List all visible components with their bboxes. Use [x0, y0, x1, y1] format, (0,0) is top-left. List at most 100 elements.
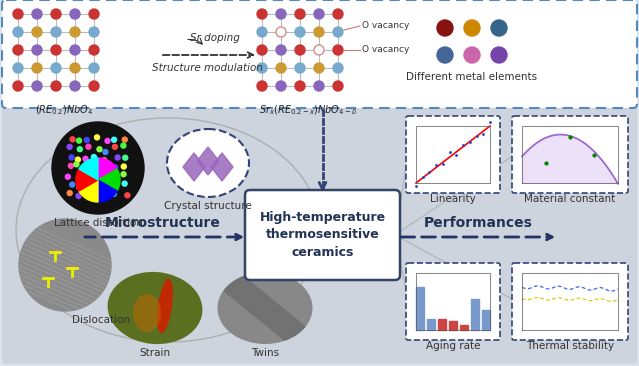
Circle shape	[32, 45, 42, 55]
Circle shape	[89, 63, 99, 73]
Text: Dislocation: Dislocation	[72, 315, 130, 325]
Circle shape	[314, 63, 324, 73]
Text: O vacancy: O vacancy	[362, 22, 410, 30]
Circle shape	[257, 27, 267, 37]
Circle shape	[74, 162, 79, 167]
Circle shape	[51, 81, 61, 91]
Circle shape	[70, 45, 80, 55]
Circle shape	[13, 27, 23, 37]
Bar	[460, 325, 468, 330]
Polygon shape	[211, 153, 233, 181]
Text: Twins: Twins	[251, 348, 279, 358]
Circle shape	[112, 165, 118, 170]
Text: Microstructure: Microstructure	[105, 216, 221, 230]
Circle shape	[76, 175, 81, 180]
Circle shape	[257, 9, 267, 19]
Text: O vacancy: O vacancy	[362, 45, 410, 55]
Circle shape	[491, 20, 507, 36]
Circle shape	[276, 45, 286, 55]
Circle shape	[464, 47, 480, 63]
Circle shape	[257, 45, 267, 55]
Text: Sr doping: Sr doping	[190, 33, 240, 43]
Circle shape	[68, 163, 73, 168]
Polygon shape	[197, 147, 219, 175]
FancyBboxPatch shape	[512, 116, 628, 193]
Circle shape	[491, 47, 507, 63]
Circle shape	[51, 45, 61, 55]
Wedge shape	[98, 158, 117, 180]
Polygon shape	[183, 153, 205, 181]
Circle shape	[32, 81, 42, 91]
Circle shape	[89, 81, 99, 91]
Circle shape	[104, 180, 108, 185]
Circle shape	[95, 193, 100, 198]
Circle shape	[89, 45, 99, 55]
Circle shape	[13, 9, 23, 19]
Text: Crystal structure: Crystal structure	[164, 201, 252, 211]
Circle shape	[75, 157, 81, 162]
Ellipse shape	[217, 272, 312, 344]
Circle shape	[19, 219, 111, 311]
Ellipse shape	[107, 272, 203, 344]
Text: High-temperature
thermosensitive
ceramics: High-temperature thermosensitive ceramic…	[259, 210, 385, 259]
Circle shape	[51, 27, 61, 37]
Circle shape	[91, 154, 96, 160]
Circle shape	[76, 194, 81, 198]
Text: Structure modulation: Structure modulation	[151, 63, 263, 73]
Circle shape	[112, 144, 118, 149]
Circle shape	[437, 47, 453, 63]
Circle shape	[103, 150, 108, 154]
Circle shape	[295, 45, 305, 55]
Circle shape	[13, 45, 23, 55]
Circle shape	[95, 135, 100, 140]
Circle shape	[333, 9, 343, 19]
Text: Aging rate: Aging rate	[426, 341, 481, 351]
Circle shape	[83, 156, 88, 161]
Circle shape	[333, 45, 343, 55]
Circle shape	[89, 27, 99, 37]
Text: $(RE_{0.2})NbO_4$: $(RE_{0.2})NbO_4$	[35, 103, 93, 117]
Circle shape	[295, 81, 305, 91]
Bar	[438, 318, 445, 330]
Circle shape	[104, 191, 109, 197]
Circle shape	[65, 174, 70, 179]
Text: Lattice distortion: Lattice distortion	[54, 218, 142, 228]
Circle shape	[52, 122, 144, 214]
Circle shape	[77, 185, 82, 190]
Circle shape	[32, 9, 42, 19]
Circle shape	[70, 9, 80, 19]
Circle shape	[51, 63, 61, 73]
Circle shape	[115, 155, 120, 160]
Circle shape	[103, 172, 108, 177]
Circle shape	[112, 137, 116, 142]
Bar	[482, 310, 489, 330]
Circle shape	[295, 27, 305, 37]
Wedge shape	[79, 180, 98, 202]
Circle shape	[32, 27, 42, 37]
Ellipse shape	[167, 129, 249, 197]
Circle shape	[464, 20, 480, 36]
Text: Strain: Strain	[139, 348, 171, 358]
Wedge shape	[98, 180, 117, 202]
Circle shape	[295, 63, 305, 73]
Circle shape	[314, 81, 324, 91]
Circle shape	[333, 81, 343, 91]
FancyBboxPatch shape	[512, 263, 628, 340]
Circle shape	[114, 184, 118, 189]
Circle shape	[276, 81, 286, 91]
Circle shape	[121, 164, 127, 169]
Wedge shape	[79, 158, 98, 180]
Circle shape	[70, 137, 75, 142]
Circle shape	[85, 171, 90, 176]
Circle shape	[106, 165, 111, 170]
Circle shape	[70, 81, 80, 91]
Text: Linearity: Linearity	[430, 194, 476, 204]
Ellipse shape	[157, 279, 173, 333]
Circle shape	[111, 191, 116, 197]
Circle shape	[333, 27, 343, 37]
Ellipse shape	[133, 294, 161, 332]
Text: Thermal stability: Thermal stability	[526, 341, 614, 351]
Circle shape	[88, 193, 93, 198]
Circle shape	[276, 9, 286, 19]
Circle shape	[122, 181, 127, 186]
